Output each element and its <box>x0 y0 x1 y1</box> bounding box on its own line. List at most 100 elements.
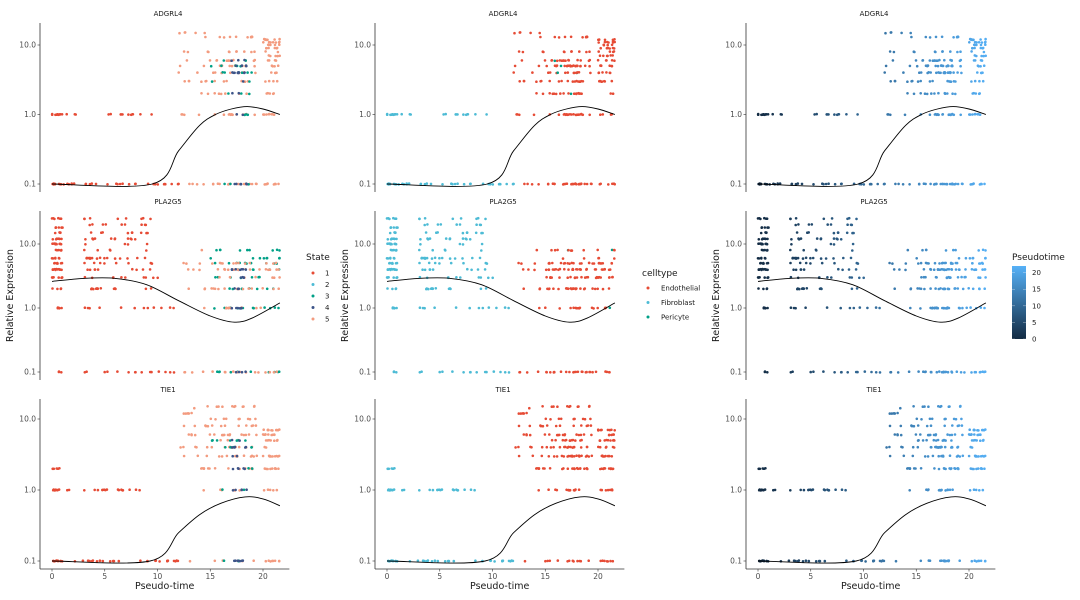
data-point <box>277 559 281 563</box>
data-point <box>423 182 427 186</box>
data-point <box>925 92 929 96</box>
data-point <box>936 306 940 310</box>
data-point <box>264 50 267 53</box>
data-point <box>270 429 273 432</box>
data-point <box>264 268 268 271</box>
data-point <box>462 113 465 116</box>
data-point <box>98 306 101 310</box>
data-point <box>235 439 239 442</box>
data-point <box>611 467 615 471</box>
data-point <box>54 226 57 229</box>
data-point <box>56 306 60 309</box>
data-point <box>389 113 392 117</box>
data-point <box>449 287 452 291</box>
data-point <box>227 113 231 116</box>
data-point <box>438 370 442 374</box>
data-point <box>228 275 232 279</box>
data-point <box>921 439 925 442</box>
data-point <box>577 92 581 95</box>
data-point <box>790 238 793 241</box>
data-point <box>385 276 389 279</box>
panel-title: PLA2G5 <box>489 198 516 206</box>
data-point <box>245 182 248 185</box>
data-point <box>767 226 770 229</box>
data-point <box>968 41 971 44</box>
data-point <box>984 249 987 252</box>
legend-label: Fibroblast <box>661 299 695 307</box>
data-point <box>963 371 966 374</box>
data-point <box>760 226 763 229</box>
data-point <box>933 113 937 116</box>
panel-title: PLA2G5 <box>860 198 887 206</box>
data-point <box>425 287 429 290</box>
data-point <box>469 182 472 186</box>
data-point <box>563 261 567 265</box>
data-point <box>956 287 960 290</box>
data-point <box>955 370 959 374</box>
data-point <box>109 112 112 116</box>
data-point <box>794 257 798 260</box>
data-point <box>163 182 166 186</box>
data-point <box>839 238 843 241</box>
data-point <box>851 249 854 252</box>
data-point <box>983 287 986 291</box>
data-point <box>514 446 517 449</box>
data-point <box>598 80 601 83</box>
data-point <box>160 306 163 310</box>
data-point <box>267 54 271 57</box>
data-point <box>765 249 769 252</box>
data-point <box>830 276 833 279</box>
data-point <box>531 454 535 458</box>
data-point <box>237 445 241 449</box>
data-point <box>580 79 583 83</box>
data-point <box>114 261 118 265</box>
data-point <box>269 455 273 458</box>
data-point <box>495 306 498 310</box>
data-point <box>128 488 131 492</box>
data-point <box>267 559 271 562</box>
data-point <box>610 64 614 68</box>
data-point <box>565 488 568 492</box>
data-point <box>973 112 977 116</box>
data-point <box>428 237 432 240</box>
data-point <box>904 262 908 265</box>
data-point <box>874 371 878 374</box>
data-point <box>479 287 483 291</box>
data-point <box>247 433 251 436</box>
data-point <box>557 36 561 39</box>
data-point <box>973 43 977 47</box>
data-point <box>929 268 933 271</box>
data-point <box>599 428 603 432</box>
data-point <box>109 237 113 240</box>
data-point <box>168 371 172 374</box>
data-point <box>958 559 961 562</box>
data-point <box>982 64 986 67</box>
data-point <box>474 113 477 116</box>
data-point <box>585 467 589 470</box>
data-point <box>250 446 253 449</box>
data-point <box>225 79 228 83</box>
data-point <box>392 113 396 116</box>
data-point <box>471 256 474 260</box>
data-point <box>976 429 979 432</box>
data-point <box>93 268 97 271</box>
data-point <box>984 257 987 260</box>
data-point <box>442 113 445 116</box>
data-point <box>485 262 489 265</box>
data-point <box>925 438 928 442</box>
data-point <box>420 370 423 374</box>
data-point <box>917 439 920 442</box>
data-point <box>809 256 812 260</box>
data-point <box>558 433 561 437</box>
data-point <box>250 287 254 290</box>
data-point <box>957 268 961 271</box>
data-point <box>906 467 910 470</box>
data-point <box>881 559 884 562</box>
data-point <box>822 217 826 221</box>
data-point <box>88 559 91 563</box>
data-point <box>609 54 612 57</box>
data-point <box>799 237 803 240</box>
data-point <box>580 438 583 442</box>
data-point <box>878 371 882 374</box>
data-point <box>943 370 947 374</box>
